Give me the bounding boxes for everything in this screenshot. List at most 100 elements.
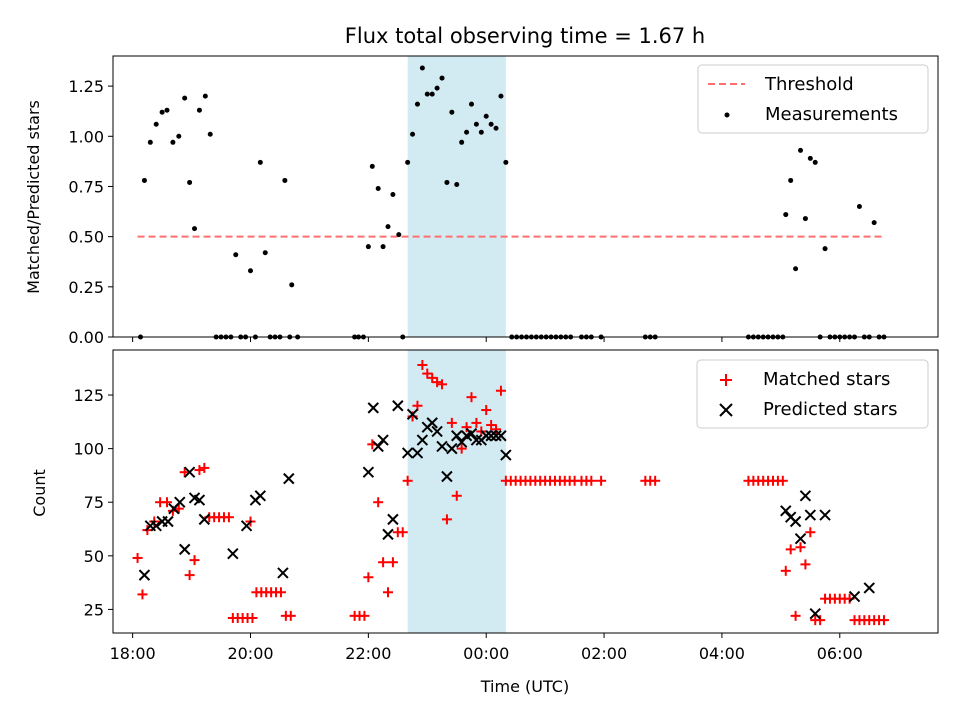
top-y-tick-label: 0.25 <box>68 278 104 297</box>
predicted-star-point <box>485 430 497 442</box>
measurement-point <box>207 131 213 137</box>
predicted-star-point <box>780 505 792 517</box>
predicted-star-b <box>451 430 463 442</box>
predicted-star-point <box>372 440 384 453</box>
matched-star-point <box>247 612 258 623</box>
matched-star-point <box>173 503 184 514</box>
predicted-star-point <box>277 567 289 579</box>
matched-star-point <box>402 475 413 486</box>
predicted-star-b <box>426 417 438 429</box>
measurement-point <box>196 107 202 113</box>
predicted-star-point <box>227 547 239 560</box>
predicted-star-b <box>446 442 458 455</box>
measurement-point <box>454 181 460 187</box>
predicted-star-b <box>500 449 512 461</box>
measurement-point <box>483 113 489 119</box>
matched-star-point <box>805 527 816 538</box>
matched-star-point <box>194 465 205 476</box>
measurement-point <box>459 139 465 145</box>
predicted-star-point <box>198 513 211 526</box>
predicted-star-point <box>387 513 399 526</box>
predicted-star-point <box>495 430 507 442</box>
legend-predicted-label: Predicted stars <box>763 399 897 420</box>
legend-measurements-swatch <box>724 112 730 118</box>
measurement-point <box>369 163 375 169</box>
top-panel: 0.00 0.25 0.50 0.75 1.00 1.25 Flux total obse… <box>24 24 939 347</box>
matched-star-point <box>437 379 448 390</box>
x-tick-label: 02:00 <box>581 644 627 663</box>
measurement-point <box>807 155 813 161</box>
legend-predicted-swatch <box>719 403 733 417</box>
predicted-star-point <box>465 427 478 440</box>
predicted-star-point <box>446 442 458 455</box>
predicted-star-point <box>162 515 174 528</box>
predicted-star-b <box>174 496 186 508</box>
matched-star-point <box>162 497 173 508</box>
matched-star-point <box>387 557 398 568</box>
measurement-point <box>812 159 818 165</box>
predicted-star-b <box>794 532 807 545</box>
predicted-star-b <box>162 515 174 528</box>
x-axis-label: Time (UTC) <box>480 677 569 696</box>
predicted-star-b <box>283 472 295 485</box>
top-legend: Threshold Measurements <box>697 64 929 134</box>
bottom-legend-box <box>696 359 929 429</box>
matched-star-point <box>461 422 472 433</box>
predicted-star-b <box>495 430 507 442</box>
predicted-star-b <box>804 509 817 521</box>
predicted-star-b <box>138 569 151 581</box>
measurement-point <box>473 121 479 127</box>
matched-star-point <box>800 559 811 570</box>
predicted-star-point <box>377 434 389 446</box>
top-y-tick-label: 0.00 <box>68 328 104 347</box>
measurement-point <box>147 139 153 145</box>
predicted-star-b <box>455 436 468 448</box>
predicted-star-point <box>490 430 502 442</box>
measurement-point <box>478 129 484 135</box>
top-y-tick-label: 0.75 <box>68 177 104 196</box>
predicted-star-point <box>789 515 802 528</box>
predicted-star-b <box>799 490 812 502</box>
matched-star-point <box>650 475 661 486</box>
measurement-point <box>424 91 430 97</box>
matched-star-point <box>471 417 482 428</box>
measurement-point <box>282 177 288 183</box>
predicted-star-point <box>138 569 151 581</box>
bottom-y-tick-label: 25 <box>84 600 104 619</box>
matched-star-point <box>189 555 200 566</box>
predicted-star-point <box>500 449 512 461</box>
legend-matched-swatch <box>720 374 732 386</box>
matched-star-point <box>795 542 806 553</box>
measurement-point <box>444 179 450 185</box>
chart-title: Flux total observing time = 1.67 h <box>345 24 705 48</box>
measurement-point <box>414 101 420 107</box>
legend-matched-label: Matched stars <box>763 369 890 390</box>
predicted-star-point <box>863 582 875 594</box>
bottom-y-tick-label: 100 <box>73 440 104 459</box>
matched-star-point <box>285 610 296 621</box>
bottom-y-tick-label: 50 <box>84 547 104 566</box>
matched-star-point <box>432 377 443 388</box>
predicted-star-point <box>174 496 186 508</box>
measurement-point <box>164 107 170 113</box>
measurement-point <box>410 131 416 137</box>
bottom-y-axis-label: Count <box>30 469 49 517</box>
predicted-star-b <box>411 447 424 459</box>
matched-star-point <box>373 497 384 508</box>
predicted-star-point <box>411 447 424 459</box>
predicted-star-point <box>401 447 414 459</box>
measurement-point <box>141 177 147 183</box>
measurement-point <box>449 109 455 115</box>
predicted-star-point <box>406 408 419 421</box>
matched-star-point <box>184 570 195 581</box>
measurement-point <box>783 212 789 218</box>
bottom-y-axis: 25 50 75 100 125 <box>73 386 113 619</box>
measurement-point <box>170 139 176 145</box>
measurement-point <box>182 95 188 101</box>
top-y-tick-label: 0.50 <box>68 228 104 247</box>
measurement-point <box>257 159 263 165</box>
predicted-star-b <box>367 402 379 414</box>
predicted-star-b <box>441 470 453 483</box>
predicted-star-point <box>451 430 463 442</box>
